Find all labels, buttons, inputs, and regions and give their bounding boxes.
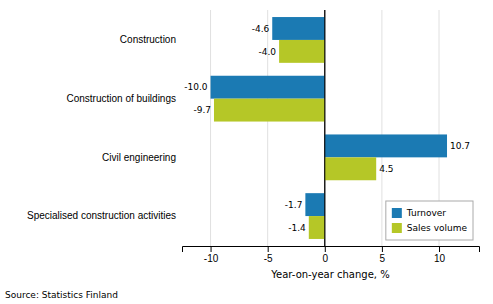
x-tick-label: -10 — [204, 253, 219, 264]
bar — [309, 216, 325, 239]
bar — [325, 157, 376, 180]
data-label: -9.7 — [193, 105, 211, 115]
y-tick-label: Construction of buildings — [66, 93, 176, 104]
data-label: 10.7 — [450, 141, 470, 151]
x-axis: -10 -5 0 5 10 — [183, 246, 480, 264]
grid-line — [381, 10, 382, 246]
x-tick-label: 10 — [434, 253, 446, 264]
bar — [211, 76, 325, 99]
y-tick-label: Construction — [120, 34, 176, 45]
y-tick-label: Specialised construction activities — [27, 210, 176, 221]
x-tick: 5 — [380, 246, 386, 264]
legend: Turnover Sales volume — [386, 201, 473, 240]
x-tick: -10 — [204, 246, 219, 264]
bar — [272, 17, 325, 40]
x-tick-mark — [325, 246, 326, 252]
y-tick: Specialised construction activities — [27, 210, 182, 221]
legend-swatch — [392, 208, 402, 218]
x-tick-label: -5 — [264, 253, 273, 264]
bar — [279, 40, 325, 63]
y-tick-label: Civil engineering — [102, 152, 176, 163]
grid-line — [267, 10, 268, 246]
x-tick-mark — [439, 246, 440, 252]
legend-item: Sales volume — [392, 223, 468, 233]
x-tick-mark — [268, 246, 269, 252]
legend-swatch — [392, 223, 402, 233]
x-tick-mark — [211, 246, 212, 252]
legend-frame — [386, 201, 473, 240]
x-tick-label: 0 — [323, 253, 329, 264]
x-tick-mark — [382, 246, 383, 252]
y-tick: Civil engineering — [102, 152, 182, 163]
zero-line — [324, 10, 325, 246]
y-axis: Construction Construction of buildings Civ… — [27, 34, 182, 221]
data-label: -4.0 — [259, 47, 277, 57]
bar — [305, 193, 324, 216]
plot: -4.6 -10.0 10.7 -1.7 -4.0 -9.7 4.5 -1.4 -10 -5 0 5 1… — [27, 10, 479, 264]
x-tick: -5 — [264, 246, 273, 264]
grid-line — [324, 10, 325, 246]
legend-label: Sales volume — [407, 223, 468, 233]
grid-line — [210, 10, 211, 246]
data-label: -10.0 — [184, 82, 208, 92]
y-tick: Construction — [120, 34, 182, 45]
bar — [325, 134, 447, 157]
data-label: -1.7 — [285, 200, 303, 210]
x-axis-line — [183, 247, 480, 253]
x-tick: 10 — [434, 246, 446, 264]
x-axis-title: Year-on-year change, % — [270, 269, 389, 280]
data-label: -4.6 — [252, 24, 270, 34]
legend-item: Turnover — [392, 208, 446, 218]
chart: -4.6 -10.0 10.7 -1.7 -4.0 -9.7 4.5 -1.4 -10 -5 0 5 1… — [0, 0, 493, 304]
x-tick-label: 5 — [380, 253, 386, 264]
legend-label: Turnover — [406, 208, 446, 218]
y-tick: Construction of buildings — [66, 93, 182, 104]
bar — [214, 99, 325, 122]
x-tick: 0 — [323, 246, 329, 264]
source: Source: Statistics Finland — [5, 290, 118, 300]
data-label: -1.4 — [288, 223, 306, 233]
data-label: 4.5 — [379, 164, 393, 174]
